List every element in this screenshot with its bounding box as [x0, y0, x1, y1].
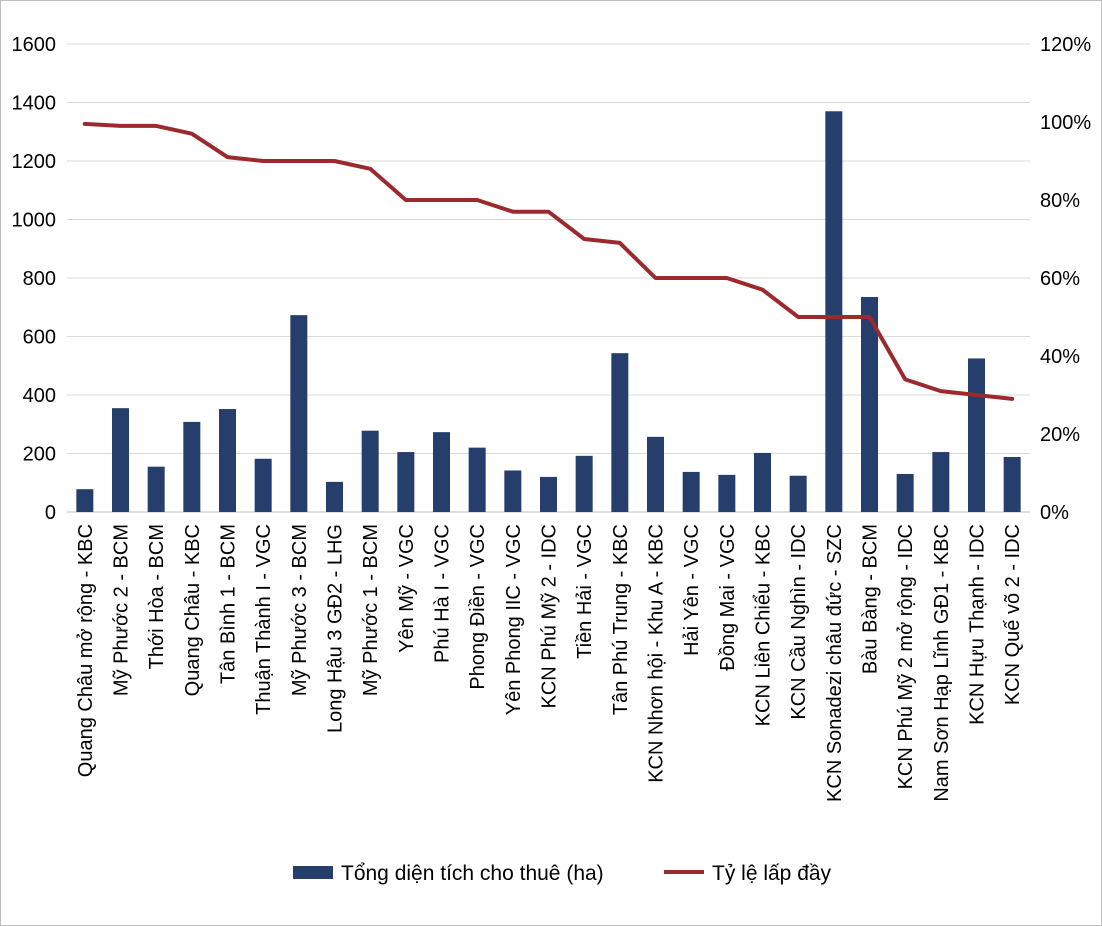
bar	[433, 432, 450, 512]
bar	[504, 470, 522, 512]
bar	[682, 471, 700, 512]
bar	[861, 297, 878, 512]
right-tick-label: 120%	[1040, 34, 1091, 56]
bar	[754, 452, 771, 512]
category-label: Quang Châu mở rộng - KBC	[75, 524, 97, 777]
right-tick-label: 100%	[1040, 112, 1091, 134]
bar	[896, 473, 914, 512]
bar-series	[76, 111, 1021, 513]
left-tick-label: 1200	[12, 151, 57, 173]
fill-rate-line	[82, 121, 1015, 401]
category-label: Mỹ Phước 1 - BCM	[360, 524, 382, 696]
category-label: Long Hậu 3 GĐ2 - LHG	[325, 524, 347, 733]
bar	[647, 436, 664, 512]
left-axis-ticks: 1600 1400 1200 1000 800 600 400 200 0	[12, 34, 57, 524]
left-tick-label: 600	[23, 327, 56, 349]
bar	[183, 421, 201, 512]
left-tick-label: 400	[23, 385, 56, 407]
category-label: Bàu Bàng - BCM	[860, 524, 882, 674]
left-tick-label: 800	[23, 268, 56, 290]
bar	[254, 458, 272, 512]
category-label: Hải Yên - VGC	[681, 524, 703, 656]
category-label: Nam Sơn Hạp Lĩnh GĐ1 - KBC	[931, 524, 953, 802]
bar	[718, 474, 736, 512]
legend-line-label: Tỷ lệ lấp đầy	[712, 862, 832, 885]
legend-bar-swatch	[293, 866, 333, 879]
category-label: Tân Phú Trung - KBC	[610, 524, 632, 715]
right-tick-label: 40%	[1040, 346, 1080, 368]
category-label: KCN Cầu Nghìn - IDC	[788, 524, 810, 720]
legend: Tổng diện tích cho thuê (ha) Tỷ lệ lấp đ…	[293, 862, 832, 885]
gridlines	[67, 43, 1030, 513]
category-label: Phong Điền - VGC	[467, 524, 489, 690]
category-label: Yên Mỹ - VGC	[396, 524, 418, 653]
legend-bar-label: Tổng diện tích cho thuê (ha)	[341, 862, 604, 885]
category-labels: Quang Châu mở rộng - KBC Mỹ Phước 2 - BCM…	[75, 524, 1024, 802]
bar	[825, 111, 843, 513]
bar	[219, 409, 236, 512]
bar	[361, 430, 379, 512]
right-tick-label: 80%	[1040, 190, 1080, 212]
bar	[112, 408, 129, 512]
category-label: Tân Bình 1 - BCM	[218, 524, 240, 684]
bar	[326, 481, 343, 512]
left-tick-label: 0	[45, 502, 56, 524]
right-tick-label: 0%	[1040, 502, 1069, 524]
bar	[932, 452, 950, 512]
bar	[76, 489, 94, 512]
bar	[1003, 457, 1021, 512]
bar	[968, 358, 985, 512]
category-label: Quang Châu - KBC	[182, 524, 204, 696]
category-label: KCN Phú Mỹ 2 mở rộng - IDC	[895, 524, 917, 789]
bar	[540, 476, 557, 512]
left-tick-label: 1000	[12, 210, 57, 232]
bar	[397, 452, 415, 512]
left-tick-label: 1400	[12, 93, 57, 115]
category-label: Yên Phong IIC - VGC	[503, 524, 525, 715]
right-tick-label: 20%	[1040, 424, 1080, 446]
category-label: KCN Phú Mỹ 2 - IDC	[539, 524, 561, 708]
bar	[575, 455, 593, 512]
left-tick-label: 1600	[12, 34, 57, 56]
category-label: KCN Nhơn hội - Khu A - KBC	[646, 524, 668, 783]
line-series	[82, 121, 1015, 401]
category-label: KCN Liên Chiểu - KBC	[753, 524, 775, 726]
category-label: KCN Quế võ 2 - IDC	[1002, 524, 1024, 705]
left-tick-label: 200	[23, 444, 56, 466]
category-label: KCN Hựu Thạnh - IDC	[967, 524, 989, 725]
category-label: Phú Hà I - VGC	[432, 524, 454, 663]
right-tick-label: 60%	[1040, 268, 1080, 290]
right-axis-ticks: 120% 100% 80% 60% 40% 20% 0%	[1040, 34, 1091, 524]
bar	[789, 475, 807, 512]
bar	[290, 315, 308, 512]
category-label: Đồng Mai - VGC	[717, 524, 739, 671]
category-label: Thới Hòa - BCM	[146, 524, 168, 669]
bar	[468, 447, 486, 512]
category-label: Mỹ Phước 2 - BCM	[111, 524, 133, 696]
category-label: Tiền Hải - VGC	[574, 524, 596, 659]
bar	[147, 466, 165, 512]
category-label: Mỹ Phước 3 - BCM	[289, 524, 311, 696]
category-label: KCN Sonadezi châu đức - SZC	[824, 524, 846, 802]
bar	[611, 353, 629, 512]
category-label: Thuận Thành I - VGC	[253, 524, 275, 715]
